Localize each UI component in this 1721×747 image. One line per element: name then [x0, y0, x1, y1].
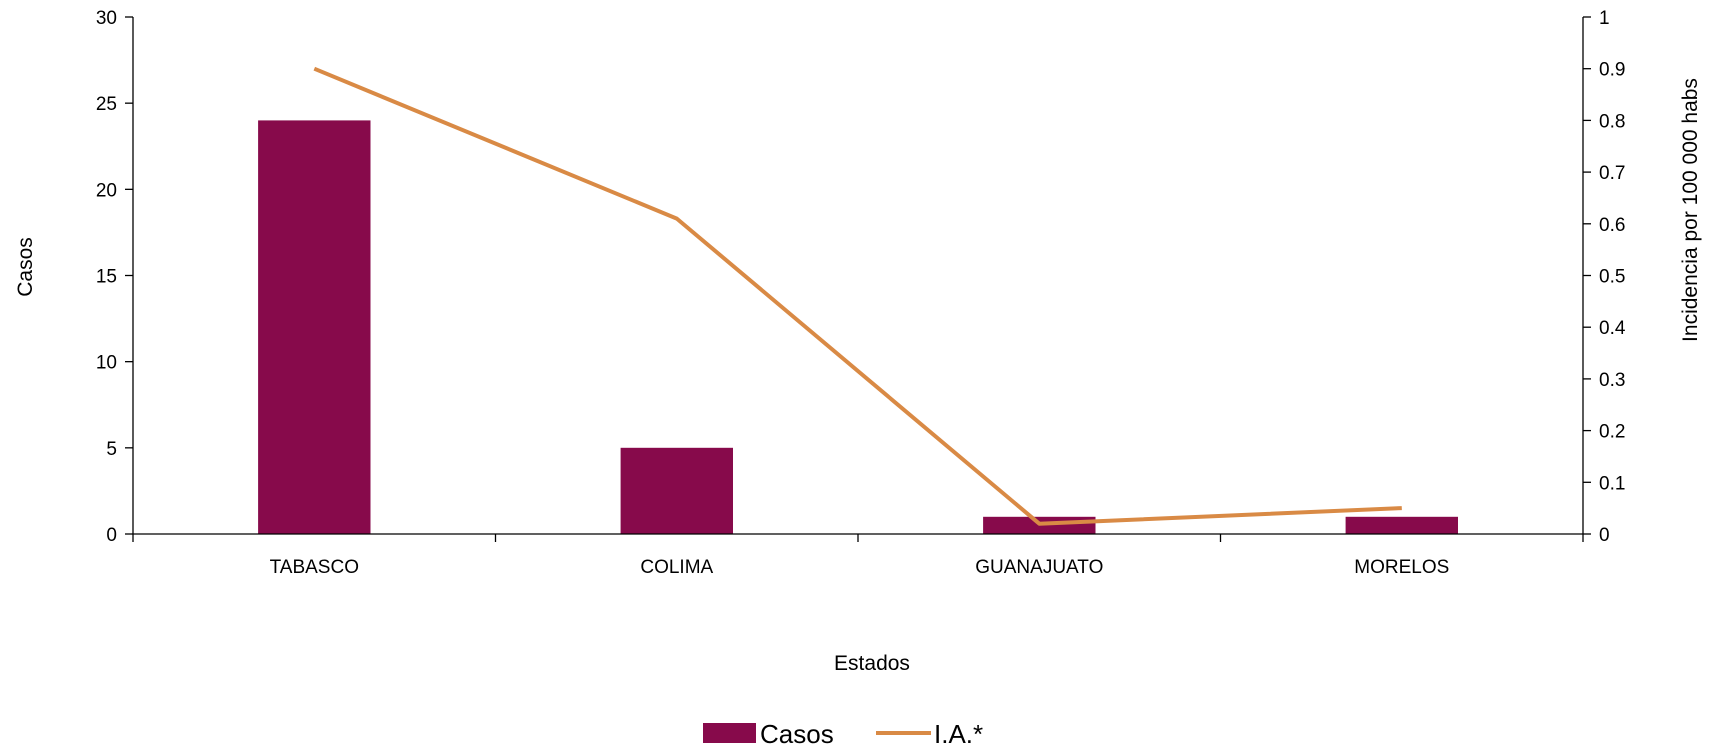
x-axis-title: Estados	[834, 652, 910, 675]
y-tick-label-left: 15	[96, 267, 117, 288]
y-tick-label-right: 0.1	[1599, 473, 1625, 494]
y-tick-label-left: 25	[96, 94, 117, 115]
y-tick-label-left: 20	[96, 180, 117, 201]
x-tick-label-tabasco: TABASCO	[270, 557, 359, 578]
bar-tabasco	[258, 120, 371, 535]
legend: Casos I.A.*	[703, 719, 983, 747]
y-tick-label-right: 0.2	[1599, 422, 1625, 443]
x-tick-label-colima: COLIMA	[640, 557, 713, 578]
labels-layer: 0 5 10 15 20 25 30 0 0.1 0.2 0.3 0.4 0.5 0.6 0.7 0.8 0.9…	[96, 8, 1626, 578]
y-tick-label-right: 0	[1599, 525, 1610, 546]
line-series-ia	[313, 66, 1402, 526]
y-tick-label-left: 30	[96, 8, 117, 29]
x-tick-label-morelos: MORELOS	[1354, 557, 1449, 578]
y-axis-title-left: Casos	[14, 237, 37, 297]
axes-layer	[125, 16, 1591, 542]
y-tick-label-right: 0.9	[1599, 60, 1625, 81]
y-tick-label-right: 0.7	[1599, 163, 1625, 184]
bar-morelos	[1345, 516, 1458, 534]
y-tick-label-right: 0.3	[1599, 370, 1625, 391]
legend-swatch-casos	[703, 723, 756, 743]
y-tick-label-right: 1	[1599, 8, 1610, 29]
legend-label-ia: I.A.*	[934, 719, 983, 747]
y-tick-label-right: 0.5	[1599, 267, 1625, 288]
y-tick-label-right: 0.8	[1599, 111, 1625, 132]
x-tick-label-guanajuato: GUANAJUATO	[975, 557, 1103, 578]
legend-label-casos: Casos	[760, 719, 834, 747]
y-axis-title-right: Incidencia por 100 000 habs	[1679, 78, 1702, 342]
y-tick-label-right: 0.6	[1599, 215, 1625, 236]
bar-colima	[620, 447, 733, 534]
y-tick-label-left: 5	[106, 439, 117, 460]
line-layer	[313, 66, 1402, 526]
y-tick-label-right: 0.4	[1599, 318, 1626, 339]
y-tick-label-left: 0	[106, 525, 117, 546]
bars-layer	[258, 120, 1458, 535]
y-tick-label-left: 10	[96, 353, 117, 374]
